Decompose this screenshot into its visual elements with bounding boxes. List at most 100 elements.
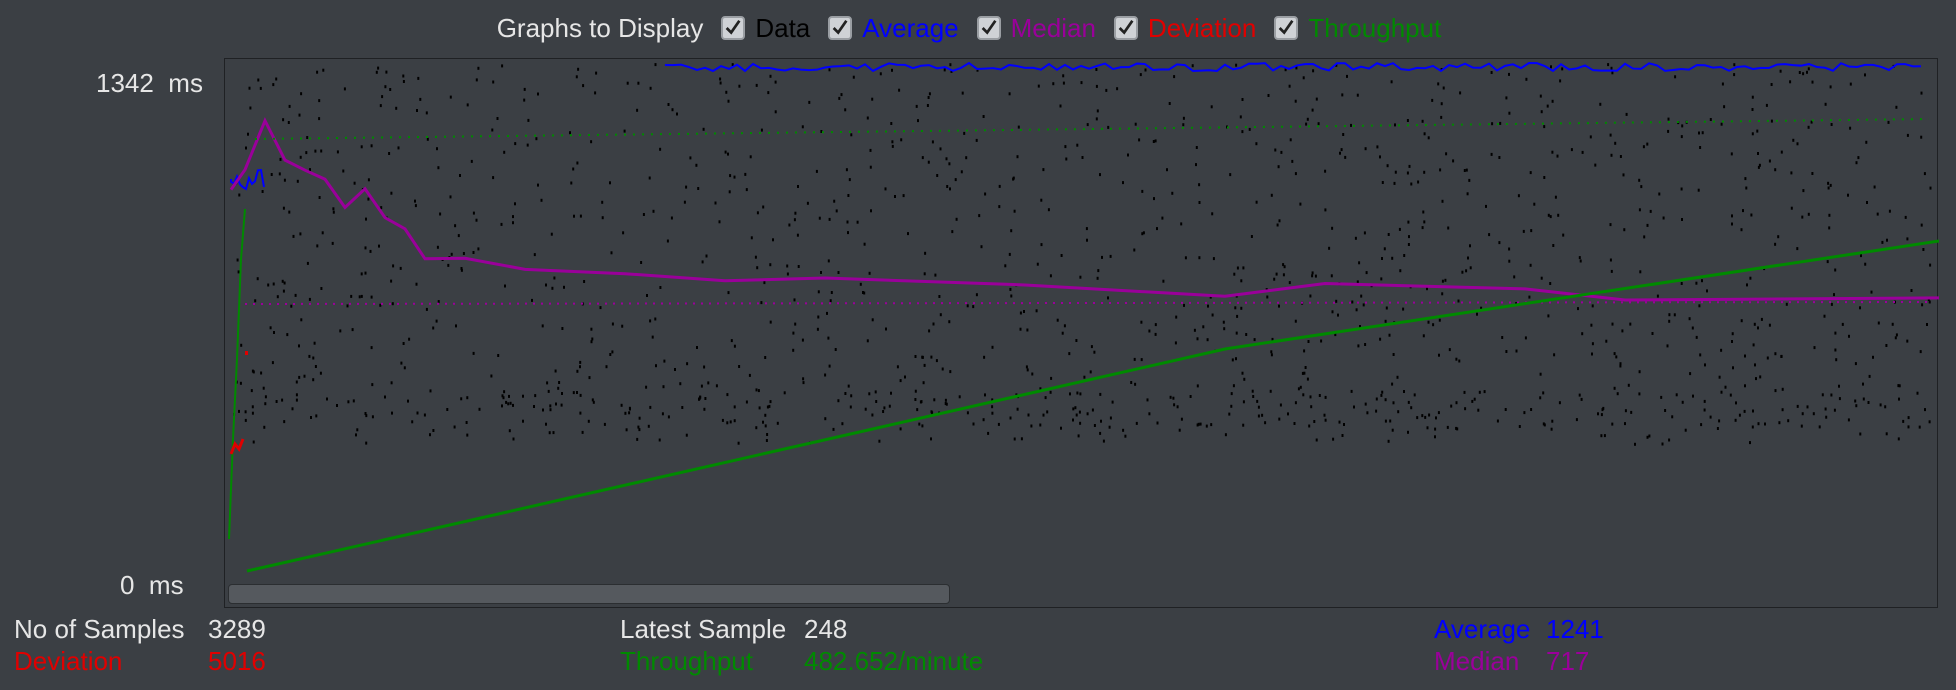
data-point [1751,425,1754,429]
data-point [377,66,380,70]
data-point [1701,131,1704,135]
data-point [1299,385,1302,389]
median-option[interactable]: Median [976,13,1096,44]
data-point [1198,256,1201,260]
data-point [1718,419,1721,423]
data-checkbox[interactable] [721,16,746,40]
data-point [425,111,428,115]
data-point [1423,170,1426,174]
data-point [1324,418,1327,422]
data-point [1920,223,1923,227]
data-point [1090,345,1093,349]
data-point [1375,409,1378,413]
throughput-checkbox[interactable] [1274,16,1299,40]
horizontal-scrollbar[interactable] [228,584,950,604]
data-point [1848,334,1850,338]
data-point [820,130,823,133]
data-point [1040,198,1043,202]
data-point [1768,159,1771,163]
data-point [1884,405,1887,409]
data-point [1723,105,1726,109]
data-point [1416,416,1419,420]
data-point [360,294,363,298]
average-option[interactable]: Average [828,13,959,44]
data-point [1235,331,1238,335]
data-point [367,197,370,201]
data-point [1239,115,1242,119]
data-point [378,244,380,248]
data-point [900,138,903,142]
data-point [1193,328,1196,332]
data-point [941,367,944,371]
data-point [1577,307,1579,311]
data-point [1338,420,1341,424]
data-point [371,383,374,387]
data-point [1894,300,1896,304]
data-point [1505,350,1508,353]
data-point [238,409,240,413]
data-point [866,116,869,120]
data-point [1467,256,1469,260]
data-point [1172,396,1175,400]
data-point [1689,372,1692,376]
data-point [314,365,317,368]
data-point [514,202,516,206]
data-point [647,424,650,428]
data-point [415,282,418,286]
data-point [702,127,705,131]
data-point [1709,118,1712,121]
data-point [1834,268,1837,272]
data-point [416,411,419,415]
data-point [318,99,321,103]
data-point [767,91,770,95]
data-point [1830,393,1833,397]
data-point [1026,328,1029,332]
data-point [264,395,267,399]
data-option[interactable]: Data [721,13,810,44]
data-point [725,90,728,94]
data-point [360,272,363,276]
data-point [806,201,809,205]
data-point [375,70,378,74]
data-point [1807,212,1810,216]
data-point [1075,339,1078,342]
data-point [1780,354,1783,358]
data-point [801,125,804,129]
data-point [1434,427,1437,431]
data-point [1346,74,1348,78]
data-point [1688,317,1691,321]
data-point [698,397,700,401]
data-point [1154,323,1157,327]
data-point [254,299,257,303]
data-point [1491,122,1494,126]
data-point [1490,71,1493,74]
data-point [1552,244,1555,247]
data-point [591,398,594,402]
average-checkbox[interactable] [828,16,853,40]
throughput-option[interactable]: Throughput [1274,13,1441,44]
data-point [637,425,640,429]
data-point [318,196,321,199]
data-point [1490,152,1493,156]
data-point [1072,418,1074,422]
deviation-checkbox[interactable] [1113,16,1138,40]
data-point [663,359,666,363]
data-point [852,75,855,79]
data-point [1010,294,1013,298]
data-point [1924,408,1926,412]
deviation-option[interactable]: Deviation [1113,13,1256,44]
data-point [884,187,887,191]
data-point [1603,434,1606,438]
data-point [1365,271,1368,275]
median-checkbox[interactable] [976,16,1001,40]
data-point [620,403,623,407]
data-point [1135,421,1138,425]
data-point [1609,258,1612,262]
data-point [703,407,706,411]
data-point [1660,395,1663,399]
data-point [1340,148,1343,152]
data-point [1086,123,1089,127]
data-point [1315,438,1318,442]
data-point [1847,418,1850,422]
data-point [1508,72,1510,76]
